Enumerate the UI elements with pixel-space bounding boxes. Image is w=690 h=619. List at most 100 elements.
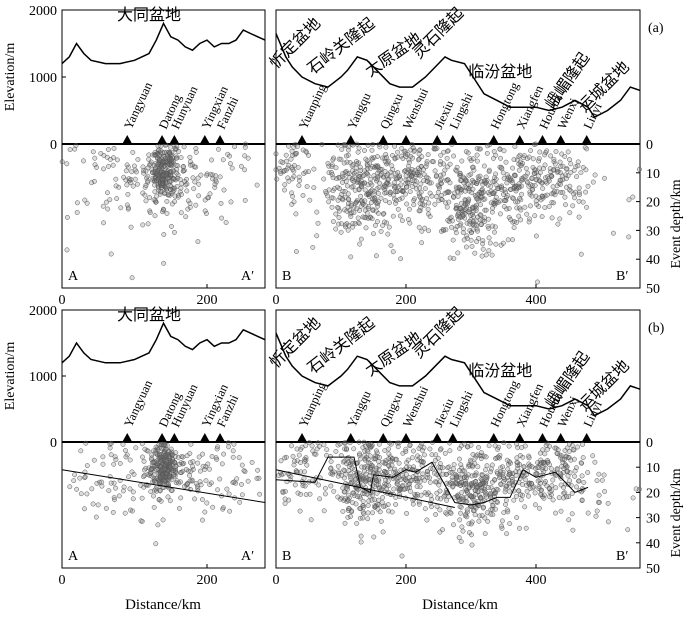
event-marker [78,448,84,454]
event-marker [476,146,482,152]
event-marker [216,146,221,152]
event-marker [67,484,73,490]
event-marker [479,485,485,491]
event-marker [331,155,337,161]
event-marker [545,459,551,465]
event-marker [139,441,145,447]
event-marker [535,279,540,285]
event-marker [585,510,591,516]
event-marker [128,177,134,182]
event-marker [468,493,474,499]
event-marker [376,459,382,464]
event-marker [365,206,371,212]
event-marker [225,440,231,446]
event-marker [438,193,444,198]
event-marker [64,161,70,167]
event-marker [450,218,455,224]
event-marker [450,466,456,472]
event-marker [483,494,489,500]
station-triangle [447,135,458,144]
event-marker [457,206,463,212]
event-marker [485,190,491,196]
event-marker [198,482,204,488]
event-marker [292,482,298,488]
event-marker [185,198,191,204]
event-marker [533,198,539,204]
event-marker [314,233,320,239]
event-marker [162,452,168,458]
event-marker [437,507,443,513]
event-marker [95,502,101,508]
event-marker [341,475,347,481]
event-marker [239,492,245,498]
event-marker [458,443,464,449]
event-marker [538,491,544,497]
event-marker [464,498,470,504]
event-marker [74,210,80,215]
event-marker [478,202,484,208]
event-marker [167,150,173,156]
event-marker [457,170,463,176]
event-marker [112,497,117,503]
event-marker [522,443,528,449]
event-marker [371,173,377,179]
event-marker [456,214,462,220]
event-marker [143,182,149,188]
event-marker [180,164,186,170]
event-marker [536,173,541,179]
event-marker [520,492,526,498]
event-marker [524,488,530,494]
event-marker [164,210,170,216]
event-marker [289,443,294,449]
event-marker [504,475,510,481]
event-marker [630,495,636,501]
event-marker [348,476,354,482]
station-label: Wenshui [400,384,431,430]
event-marker [415,165,421,171]
event-marker [424,517,430,523]
event-marker [508,460,513,466]
event-marker [391,486,397,492]
event-marker [333,165,339,171]
event-marker [202,509,208,515]
event-markers [67,439,263,547]
event-marker [282,182,288,188]
event-marker [382,448,388,453]
event-marker [451,462,457,468]
event-marker [483,252,489,258]
event-marker [584,204,590,210]
event-marker [324,447,330,453]
event-marker [425,152,431,158]
event-marker [151,197,157,203]
event-marker [74,200,80,206]
event-marker [399,195,405,201]
event-marker [147,195,153,201]
event-marker [376,168,382,174]
event-marker [154,177,160,183]
station-triangle [169,135,180,144]
event-marker [214,456,220,462]
event-marker [571,191,577,197]
event-marker [195,486,201,491]
event-marker [497,211,503,217]
event-marker [321,442,327,448]
event-marker [486,443,492,449]
event-marker [511,172,517,178]
event-marker [601,472,607,478]
event-marker [461,203,467,209]
event-marker [584,146,590,152]
event-marker [519,175,525,181]
event-marker [370,510,375,516]
event-marker [154,193,160,199]
event-marker [372,504,378,510]
event-marker [254,182,260,188]
event-marker [173,155,179,161]
event-marker [363,443,369,449]
event-marker [126,474,132,480]
event-marker [427,446,433,452]
event-marker [154,162,160,168]
event-marker [91,457,97,463]
event-marker [483,454,489,460]
event-marker [190,459,196,465]
